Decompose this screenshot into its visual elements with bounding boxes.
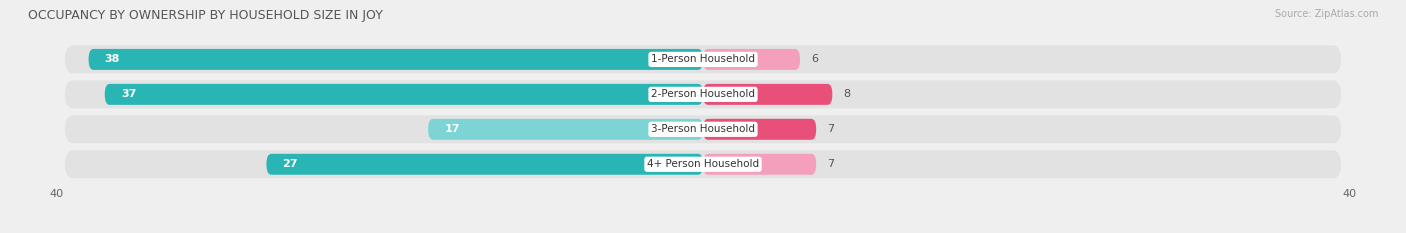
FancyBboxPatch shape — [429, 119, 703, 140]
FancyBboxPatch shape — [703, 119, 815, 140]
Text: 1-Person Household: 1-Person Household — [651, 55, 755, 64]
FancyBboxPatch shape — [65, 115, 1341, 143]
Text: 8: 8 — [844, 89, 851, 99]
Text: 2-Person Household: 2-Person Household — [651, 89, 755, 99]
FancyBboxPatch shape — [65, 45, 1341, 73]
FancyBboxPatch shape — [703, 154, 815, 175]
FancyBboxPatch shape — [703, 49, 800, 70]
Text: 27: 27 — [283, 159, 298, 169]
FancyBboxPatch shape — [65, 80, 1341, 108]
Text: 38: 38 — [104, 55, 120, 64]
Text: 37: 37 — [121, 89, 136, 99]
FancyBboxPatch shape — [104, 84, 703, 105]
FancyBboxPatch shape — [89, 49, 703, 70]
FancyBboxPatch shape — [267, 154, 703, 175]
Text: 7: 7 — [828, 124, 835, 134]
Text: 6: 6 — [811, 55, 818, 64]
Text: OCCUPANCY BY OWNERSHIP BY HOUSEHOLD SIZE IN JOY: OCCUPANCY BY OWNERSHIP BY HOUSEHOLD SIZE… — [28, 9, 382, 22]
FancyBboxPatch shape — [703, 84, 832, 105]
Text: Source: ZipAtlas.com: Source: ZipAtlas.com — [1274, 9, 1378, 19]
Text: 3-Person Household: 3-Person Household — [651, 124, 755, 134]
Text: 17: 17 — [444, 124, 460, 134]
FancyBboxPatch shape — [65, 150, 1341, 178]
Text: 4+ Person Household: 4+ Person Household — [647, 159, 759, 169]
Text: 7: 7 — [828, 159, 835, 169]
